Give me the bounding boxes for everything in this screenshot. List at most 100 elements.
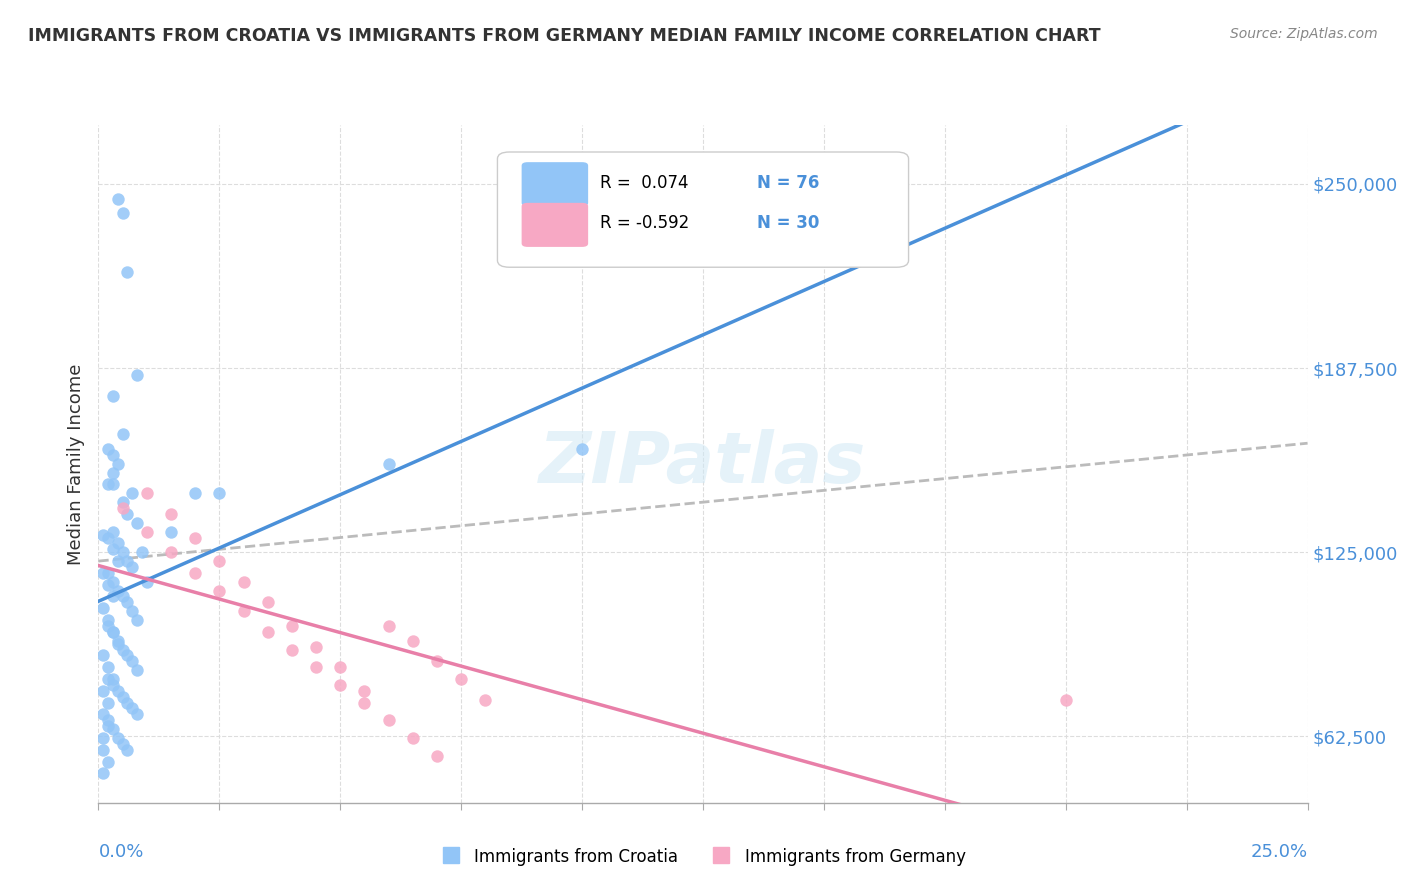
Point [107, 633, 129, 648]
Point [450, 672, 472, 686]
Text: 0.0%: 0.0% [98, 843, 143, 861]
Point [97, 613, 120, 627]
Legend: Immigrants from Croatia, Immigrants from Germany: Immigrants from Croatia, Immigrants from… [434, 841, 972, 872]
Point [101, 524, 124, 539]
Point [111, 427, 134, 442]
Point [97, 660, 120, 674]
Point [111, 590, 134, 604]
Point [111, 501, 134, 516]
Point [571, 442, 593, 456]
Point [107, 731, 129, 745]
Point [117, 507, 139, 521]
Point [232, 574, 254, 589]
Point [101, 448, 124, 462]
Point [101, 542, 124, 557]
Point [107, 457, 129, 471]
Point [121, 654, 143, 668]
Point [208, 583, 231, 598]
Point [97, 719, 120, 733]
Point [184, 566, 207, 580]
Point [101, 389, 124, 403]
Point [160, 545, 183, 559]
Point [160, 524, 183, 539]
Point [402, 633, 425, 648]
Point [91, 601, 114, 615]
Point [111, 690, 134, 704]
Point [101, 466, 124, 480]
FancyBboxPatch shape [522, 162, 588, 206]
Text: R =  0.074: R = 0.074 [600, 174, 689, 192]
Point [329, 678, 352, 692]
Point [91, 648, 114, 663]
Point [101, 590, 124, 604]
Point [117, 554, 139, 568]
Text: IMMIGRANTS FROM CROATIA VS IMMIGRANTS FROM GERMANY MEDIAN FAMILY INCOME CORRELAT: IMMIGRANTS FROM CROATIA VS IMMIGRANTS FR… [28, 27, 1101, 45]
Point [117, 696, 139, 710]
Point [101, 477, 124, 491]
Point [111, 545, 134, 559]
Point [91, 766, 114, 780]
Point [127, 613, 149, 627]
Text: Source: ZipAtlas.com: Source: ZipAtlas.com [1230, 27, 1378, 41]
Point [329, 660, 352, 674]
Point [135, 574, 157, 589]
Point [97, 566, 120, 580]
Point [135, 486, 157, 500]
Point [474, 692, 496, 706]
Point [377, 619, 399, 633]
Point [135, 524, 157, 539]
Point [377, 713, 399, 727]
Point [377, 457, 399, 471]
Point [1054, 692, 1077, 706]
Point [101, 722, 124, 736]
Point [160, 507, 183, 521]
Point [121, 486, 143, 500]
Point [184, 531, 207, 545]
Point [208, 486, 231, 500]
Point [111, 737, 134, 751]
Point [101, 678, 124, 692]
Point [281, 642, 304, 657]
Point [107, 637, 129, 651]
Point [305, 660, 328, 674]
Point [101, 624, 124, 639]
Point [107, 554, 129, 568]
Point [97, 442, 120, 456]
Point [117, 265, 139, 279]
Point [117, 648, 139, 663]
Point [91, 527, 114, 541]
Point [97, 713, 120, 727]
Point [127, 707, 149, 722]
Y-axis label: Median Family Income: Median Family Income [66, 363, 84, 565]
Text: N = 76: N = 76 [758, 174, 820, 192]
Text: 25.0%: 25.0% [1250, 843, 1308, 861]
Point [97, 755, 120, 769]
Point [97, 619, 120, 633]
Point [281, 619, 304, 633]
Point [184, 486, 207, 500]
Point [91, 731, 114, 745]
Point [305, 640, 328, 654]
Point [232, 604, 254, 618]
Point [121, 604, 143, 618]
Point [353, 683, 375, 698]
Point [107, 192, 129, 206]
Point [111, 642, 134, 657]
Point [131, 545, 153, 559]
FancyBboxPatch shape [522, 202, 588, 247]
Point [127, 663, 149, 677]
Point [97, 696, 120, 710]
FancyBboxPatch shape [498, 152, 908, 268]
Point [97, 672, 120, 686]
Point [91, 707, 114, 722]
Point [101, 672, 124, 686]
Text: N = 30: N = 30 [758, 214, 820, 232]
Point [97, 577, 120, 591]
Text: ZIPatlas: ZIPatlas [540, 429, 866, 499]
Point [101, 624, 124, 639]
Point [97, 531, 120, 545]
Point [107, 536, 129, 550]
Point [402, 731, 425, 745]
Point [256, 595, 278, 609]
Point [353, 696, 375, 710]
